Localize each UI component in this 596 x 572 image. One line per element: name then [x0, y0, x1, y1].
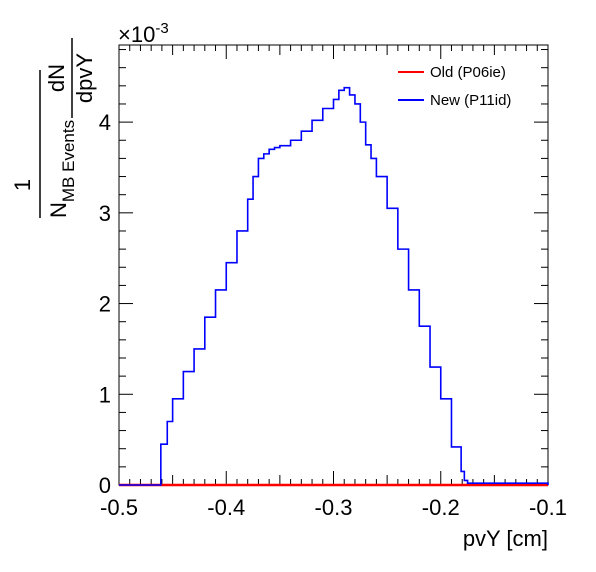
y-title-n-sub: MB Events	[59, 120, 78, 202]
y-multiplier: ×10-3	[118, 20, 169, 47]
y-tick-label: 4	[99, 110, 111, 135]
legend: Old (P06ie) New (P11id)	[398, 64, 511, 109]
series-line-2	[119, 86, 549, 486]
y-tick-label: 2	[99, 292, 111, 317]
x-tick-label: -0.1	[529, 495, 567, 520]
x-tick-label: -0.2	[422, 495, 460, 520]
y-axis: 0 1 2 3 4	[99, 49, 548, 498]
y-tick-label: 0	[99, 473, 111, 498]
y-tick-label: 1	[99, 382, 111, 407]
x-tick-label: -0.5	[100, 495, 138, 520]
y-multiplier-exp: -3	[155, 20, 168, 37]
x-tick-label: -0.3	[315, 495, 353, 520]
legend-label: New (P11id)	[430, 92, 511, 109]
plot-frame	[118, 44, 549, 486]
x-axis-title: pvY [cm]	[463, 526, 548, 551]
y-title-dpvy: dpvY	[72, 53, 97, 103]
y-title-n: NMB Events	[46, 120, 78, 218]
x-tick-label: -0.4	[207, 495, 245, 520]
legend-label: Old (P06ie)	[430, 64, 506, 81]
y-tick-label: 3	[99, 201, 111, 226]
y-title-n-main: N	[46, 202, 71, 218]
y-title-one: 1	[10, 179, 35, 191]
y-multiplier-base: ×10	[118, 22, 155, 47]
y-title-dn: dN	[44, 64, 69, 92]
series-group	[119, 86, 549, 487]
x-axis: -0.5 -0.4 -0.3 -0.2 -0.1	[100, 45, 567, 520]
y-axis-title: 1 NMB Events dN dpvY	[10, 38, 97, 218]
